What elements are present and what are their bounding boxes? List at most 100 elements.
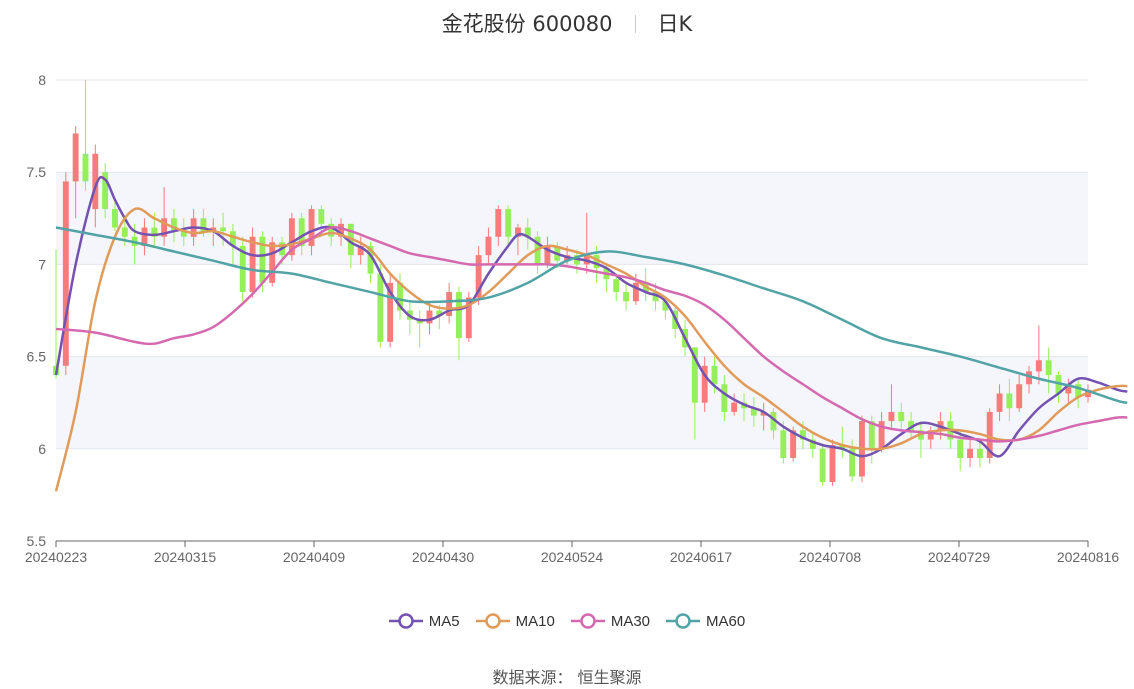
chart-title: 金花股份 600080 bbox=[441, 12, 613, 36]
x-tick-label: 20240315 bbox=[154, 549, 217, 565]
candle-body bbox=[121, 227, 128, 237]
candle-body bbox=[770, 411, 777, 431]
candle-body bbox=[367, 245, 374, 274]
period-label: 日K bbox=[657, 12, 693, 36]
candle-body bbox=[170, 218, 177, 232]
legend-item-ma30[interactable]: MA30 bbox=[570, 612, 651, 630]
candle-body bbox=[308, 209, 315, 246]
source-value: 恒生聚源 bbox=[577, 668, 642, 687]
candle-body bbox=[1016, 384, 1023, 409]
candle-body bbox=[416, 319, 423, 324]
candle-body bbox=[888, 411, 895, 422]
candle-body bbox=[986, 411, 993, 459]
series-line-ma10 bbox=[54, 207, 1128, 492]
chart-header: 金花股份 600080 日K bbox=[0, 8, 1134, 38]
grid-band bbox=[56, 356, 1088, 449]
candle-body bbox=[878, 421, 885, 449]
candle-body bbox=[662, 301, 669, 311]
candle-body bbox=[426, 310, 433, 324]
candle-body bbox=[446, 292, 453, 317]
candle-body bbox=[967, 448, 974, 459]
source-label: 数据来源： bbox=[492, 668, 573, 687]
candle-body bbox=[623, 292, 630, 302]
candle-body bbox=[524, 227, 531, 237]
legend-item-ma5[interactable]: MA5 bbox=[388, 612, 460, 630]
candle-body bbox=[839, 445, 846, 449]
candle-body bbox=[357, 245, 364, 256]
candle-body bbox=[898, 411, 905, 422]
grid-band bbox=[56, 172, 1088, 265]
candle-body bbox=[92, 153, 99, 210]
candle-body bbox=[1026, 371, 1032, 385]
candle-body bbox=[249, 236, 256, 293]
candle-body bbox=[485, 236, 492, 256]
legend-item-ma10[interactable]: MA10 bbox=[475, 612, 555, 630]
candle-body bbox=[809, 439, 816, 449]
y-tick-label: 7.5 bbox=[27, 164, 47, 180]
candle-body bbox=[1035, 360, 1042, 372]
candle-body bbox=[593, 255, 600, 269]
legend-marker-icon bbox=[666, 613, 701, 629]
candle-body bbox=[790, 430, 797, 459]
x-tick-label: 20240409 bbox=[283, 549, 346, 565]
x-tick-label: 20240223 bbox=[25, 549, 88, 565]
y-tick-label: 7 bbox=[38, 256, 46, 272]
candle-body bbox=[868, 421, 875, 449]
candle-body bbox=[691, 347, 698, 403]
candle-body bbox=[849, 448, 856, 477]
candle-body bbox=[102, 172, 109, 210]
candle-body bbox=[259, 236, 266, 283]
candle-body bbox=[495, 209, 502, 237]
candle-body bbox=[298, 218, 305, 246]
legend-label: MA60 bbox=[706, 612, 746, 630]
candle-body bbox=[72, 133, 79, 182]
legend-label: MA30 bbox=[610, 612, 651, 630]
candle-body bbox=[436, 310, 443, 317]
y-tick-label: 8 bbox=[38, 72, 46, 88]
chart-legend: MA5 MA10 MA30 MA60 bbox=[0, 612, 1134, 634]
y-tick-label: 6 bbox=[38, 441, 46, 457]
y-tick-label: 5.5 bbox=[27, 533, 47, 549]
candle-body bbox=[1075, 384, 1082, 398]
candle-body bbox=[112, 209, 118, 228]
legend-item-ma60[interactable]: MA60 bbox=[666, 612, 745, 630]
candle-body bbox=[377, 273, 384, 342]
series-line-ma5 bbox=[54, 175, 1128, 458]
candle-body bbox=[829, 445, 836, 482]
candle-body bbox=[269, 242, 276, 283]
candle-body bbox=[318, 209, 325, 224]
header-divider bbox=[634, 15, 636, 33]
legend-label: MA10 bbox=[515, 612, 555, 630]
candle-body bbox=[505, 209, 512, 237]
x-tick-label: 20240617 bbox=[670, 549, 733, 565]
candle-body bbox=[701, 365, 708, 403]
candle-body bbox=[82, 153, 89, 182]
series-line-ma30 bbox=[55, 226, 1128, 443]
x-tick-label: 20240708 bbox=[799, 549, 862, 565]
candle-body bbox=[976, 448, 983, 459]
candle-body bbox=[141, 227, 148, 246]
candle-body bbox=[711, 365, 718, 385]
candle-body bbox=[200, 218, 207, 232]
data-source: 数据来源： 恒生聚源 bbox=[0, 664, 1134, 688]
candle-body bbox=[397, 282, 403, 311]
candle-body bbox=[760, 411, 767, 416]
candle-body bbox=[750, 408, 757, 416]
candle-body bbox=[544, 245, 551, 265]
candle-body bbox=[288, 218, 295, 256]
candle-body bbox=[908, 421, 915, 431]
legend-marker-icon bbox=[475, 613, 510, 629]
series-line-ma60 bbox=[55, 226, 1128, 404]
candle-body bbox=[632, 282, 639, 302]
x-tick-label: 20240729 bbox=[928, 549, 991, 565]
x-tick-label: 20240430 bbox=[412, 549, 475, 565]
candle-body bbox=[151, 227, 158, 237]
candle-body bbox=[161, 218, 168, 237]
candle-body bbox=[328, 223, 335, 237]
candle-body bbox=[652, 292, 659, 302]
candle-body bbox=[957, 439, 964, 459]
candle-body bbox=[387, 282, 394, 342]
legend-label: MA5 bbox=[428, 612, 460, 630]
candlestick-chart: 5.5 6 6.5 7 7.5 8 20240223 20240315 20240409 2024… bbox=[25, 72, 1128, 565]
x-tick-label: 20240524 bbox=[541, 549, 604, 565]
